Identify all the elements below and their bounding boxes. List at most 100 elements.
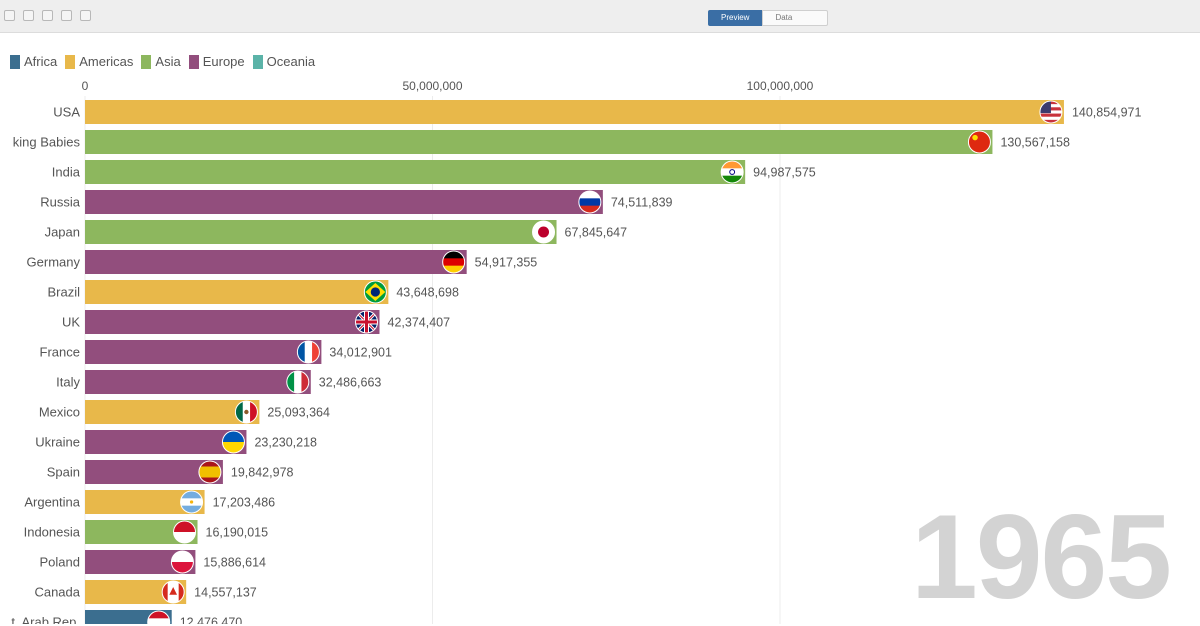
category-label: Ukraine [35, 435, 80, 450]
flag-jp-icon [532, 220, 556, 244]
category-label: Japan [45, 225, 80, 240]
x-tick-label: 50,000,000 [402, 79, 462, 93]
legend-item-oceania[interactable]: Oceania [252, 54, 316, 69]
bar[interactable] [85, 160, 746, 184]
bar[interactable] [85, 280, 389, 304]
edit-icon[interactable] [4, 10, 15, 21]
legend-item-africa[interactable]: Africa [10, 54, 57, 69]
desktop-icon[interactable] [23, 10, 34, 21]
bar-row: Canada 14,557,137 [34, 580, 257, 604]
bar[interactable] [85, 340, 322, 364]
settings-icon[interactable] [80, 10, 91, 21]
value-label: 140,854,971 [1072, 106, 1142, 120]
bar[interactable] [85, 220, 557, 244]
value-label: 15,886,614 [203, 556, 266, 570]
bar-row: Russia 74,511,839 [40, 190, 673, 214]
value-label: 54,917,355 [475, 256, 538, 270]
legend-label: Oceania [266, 54, 316, 69]
chart-legend: Africa Americas Asia Europe Oceania [10, 54, 315, 69]
legend-item-asia[interactable]: Asia [141, 54, 181, 69]
category-label: Germany [27, 255, 81, 270]
category-label: Indonesia [24, 525, 81, 540]
value-label: 34,012,901 [329, 346, 392, 360]
category-label: Poland [40, 555, 80, 570]
category-label: t, Arab Rep. [11, 615, 80, 625]
value-label: 130,567,158 [1000, 136, 1070, 150]
bar[interactable] [85, 310, 380, 334]
bar-row: USA 140,854,971 [53, 100, 1142, 124]
category-label: Mexico [39, 405, 80, 420]
category-label: king Babies [13, 135, 81, 150]
bar-row: Germany 54,917,355 [27, 250, 538, 274]
legend-swatch [188, 54, 199, 69]
flag-ar-icon [180, 490, 204, 514]
flag-eg-icon [147, 610, 171, 624]
flag-es-icon [198, 460, 222, 484]
value-label: 43,648,698 [396, 286, 459, 300]
flag-ca-icon [161, 580, 185, 604]
legend-swatch [252, 54, 263, 69]
value-label: 94,987,575 [753, 166, 816, 180]
bar[interactable] [85, 100, 1064, 124]
editor-toolbar: Preview Data [0, 0, 1200, 33]
bar-row: Mexico 25,093,364 [39, 400, 330, 424]
flag-it-icon [286, 370, 310, 394]
bar[interactable] [85, 190, 603, 214]
flag-us-icon [1039, 100, 1063, 124]
bar-row: Brazil 43,648,698 [47, 280, 459, 304]
flag-de-icon [442, 250, 466, 274]
bar-row: Italy 32,486,663 [56, 370, 381, 394]
legend-label: Americas [79, 54, 134, 69]
flag-in-icon [720, 160, 744, 184]
tablet-icon[interactable] [42, 10, 53, 21]
flag-id-icon [173, 520, 197, 544]
bar-row: UK 42,374,407 [62, 310, 450, 334]
x-tick-label: 100,000,000 [747, 79, 814, 93]
flag-pl-icon [170, 550, 194, 574]
value-label: 74,511,839 [611, 196, 673, 210]
legend-item-americas[interactable]: Americas [65, 54, 133, 69]
value-label: 25,093,364 [267, 406, 330, 420]
category-label: USA [53, 105, 80, 120]
bar[interactable] [85, 400, 260, 424]
category-label: Canada [34, 585, 80, 600]
value-label: 14,557,137 [194, 586, 257, 600]
category-label: Italy [56, 375, 80, 390]
bar-row: t, Arab Rep. 12,476,470 [11, 610, 242, 624]
flag-ru-icon [578, 190, 602, 214]
value-label: 16,190,015 [206, 526, 269, 540]
flag-ua-icon [221, 430, 245, 454]
legend-swatch [141, 54, 152, 69]
bar[interactable] [85, 130, 993, 154]
category-label: Brazil [47, 285, 80, 300]
value-label: 17,203,486 [213, 496, 276, 510]
tab-preview[interactable]: Preview [708, 10, 763, 26]
flag-gb-icon [355, 310, 379, 334]
view-tabs: Preview Data [708, 10, 829, 26]
value-label: 42,374,407 [388, 316, 451, 330]
bar[interactable] [85, 370, 311, 394]
category-label: Argentina [24, 495, 80, 510]
legend-label: Europe [202, 54, 245, 69]
flag-br-icon [363, 280, 387, 304]
value-label: 19,842,978 [231, 466, 294, 480]
mobile-icon[interactable] [61, 10, 72, 21]
category-label: Spain [47, 465, 80, 480]
bar-row: Spain 19,842,978 [47, 460, 294, 484]
bar[interactable] [85, 430, 247, 454]
legend-item-europe[interactable]: Europe [188, 54, 245, 69]
bar[interactable] [85, 250, 467, 274]
category-label: India [52, 165, 81, 180]
bar-row: Argentina 17,203,486 [24, 490, 275, 514]
toolbar-tools [4, 10, 91, 21]
tab-data[interactable]: Data [762, 10, 829, 26]
legend-label: Asia [155, 54, 181, 69]
category-label: France [40, 345, 80, 360]
bar-row: Ukraine 23,230,218 [35, 430, 317, 454]
legend-swatch [65, 54, 76, 69]
x-tick-label: 0 [82, 79, 89, 93]
legend-swatch [10, 54, 20, 69]
value-label: 23,230,218 [254, 436, 317, 450]
bar-row: king Babies 130,567,158 [13, 130, 1070, 154]
legend-label: Africa [24, 54, 58, 69]
